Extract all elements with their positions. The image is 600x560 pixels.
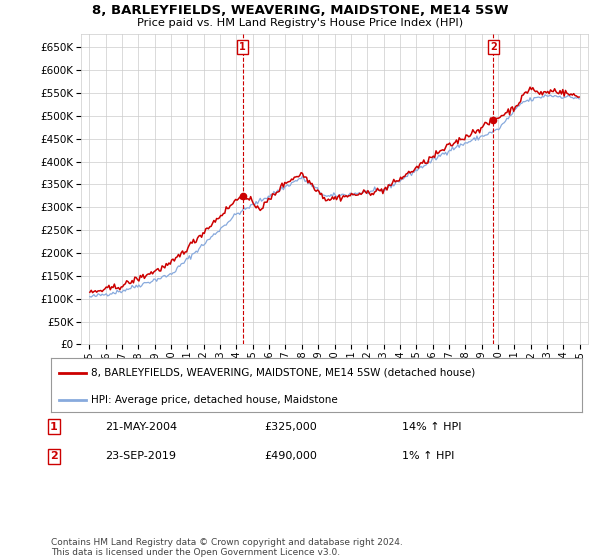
Text: 2: 2 bbox=[490, 43, 497, 52]
Text: 8, BARLEYFIELDS, WEAVERING, MAIDSTONE, ME14 5SW: 8, BARLEYFIELDS, WEAVERING, MAIDSTONE, M… bbox=[92, 4, 508, 17]
Text: 14% ↑ HPI: 14% ↑ HPI bbox=[402, 422, 461, 432]
Text: 21-MAY-2004: 21-MAY-2004 bbox=[105, 422, 177, 432]
Text: 1% ↑ HPI: 1% ↑ HPI bbox=[402, 451, 454, 461]
Text: 2: 2 bbox=[50, 451, 58, 461]
Text: £490,000: £490,000 bbox=[264, 451, 317, 461]
Text: 1: 1 bbox=[239, 43, 246, 52]
Text: 8, BARLEYFIELDS, WEAVERING, MAIDSTONE, ME14 5SW (detached house): 8, BARLEYFIELDS, WEAVERING, MAIDSTONE, M… bbox=[91, 368, 475, 378]
Text: 23-SEP-2019: 23-SEP-2019 bbox=[105, 451, 176, 461]
Text: Contains HM Land Registry data © Crown copyright and database right 2024.
This d: Contains HM Land Registry data © Crown c… bbox=[51, 538, 403, 557]
Text: 1: 1 bbox=[50, 422, 58, 432]
Text: HPI: Average price, detached house, Maidstone: HPI: Average price, detached house, Maid… bbox=[91, 395, 338, 405]
Text: Price paid vs. HM Land Registry's House Price Index (HPI): Price paid vs. HM Land Registry's House … bbox=[137, 18, 463, 28]
Text: £325,000: £325,000 bbox=[264, 422, 317, 432]
